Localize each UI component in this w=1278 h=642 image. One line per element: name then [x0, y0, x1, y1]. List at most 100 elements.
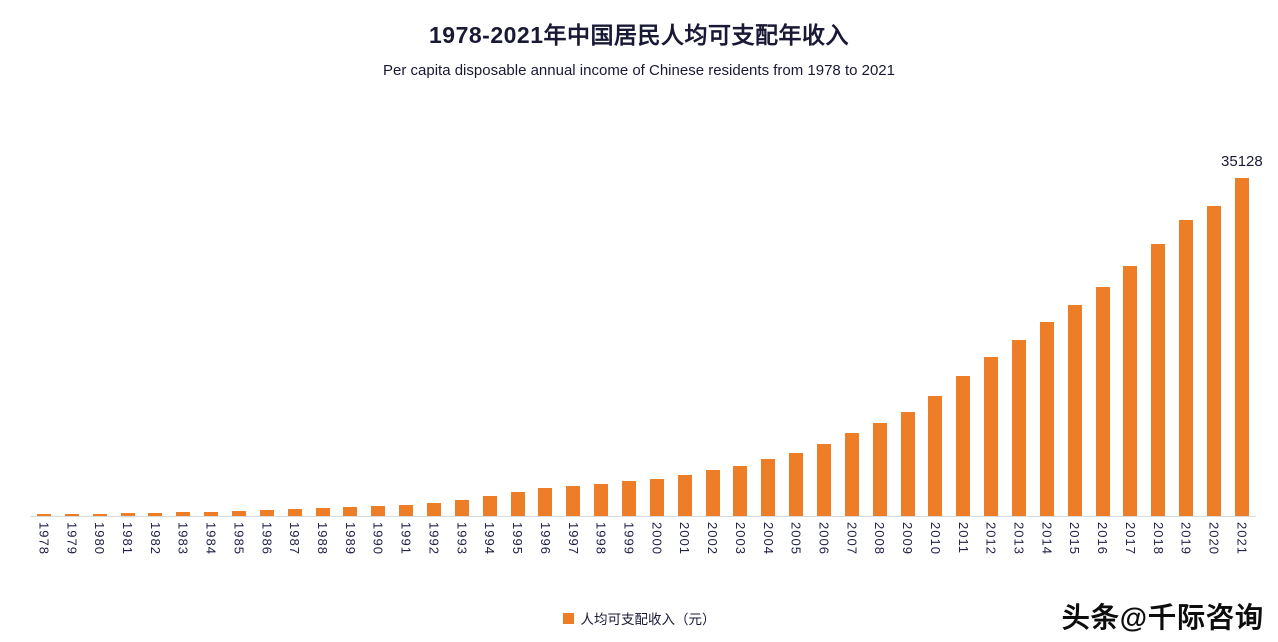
- bar-column: [754, 178, 782, 516]
- bar: [92, 513, 107, 516]
- legend: 人均可支配收入（元）: [0, 608, 1278, 628]
- x-tick-label: 2002: [705, 522, 721, 555]
- x-tick: 2021: [1228, 517, 1256, 555]
- x-tick-label: 2016: [1095, 522, 1111, 555]
- x-tick-label: 1986: [259, 522, 275, 555]
- bar-column: [866, 178, 894, 516]
- x-tick: 1985: [225, 517, 253, 555]
- x-tick: 2014: [1033, 517, 1061, 555]
- bar: [287, 509, 302, 516]
- x-tick-label: 1991: [398, 522, 414, 555]
- x-tick: 2012: [977, 517, 1005, 555]
- x-tick-label: 1981: [120, 522, 135, 555]
- x-tick: 2003: [726, 517, 754, 555]
- x-tick: 1992: [420, 517, 448, 555]
- bar-column: [364, 178, 392, 516]
- legend-swatch: [562, 612, 574, 624]
- x-tick-label: 2005: [788, 522, 804, 555]
- bar-column: [587, 178, 615, 516]
- x-tick: 1999: [615, 517, 643, 555]
- x-tick-label: 2009: [900, 522, 916, 555]
- x-tick-label: 1999: [621, 522, 637, 555]
- bars-row: 35128: [30, 153, 1263, 517]
- x-tick: 2013: [1005, 517, 1033, 555]
- bar: [64, 514, 79, 516]
- x-tick: 1978: [30, 517, 58, 555]
- x-tick-label: 1989: [342, 522, 358, 555]
- bar: [1012, 339, 1026, 516]
- x-tick-label: 1980: [92, 522, 108, 555]
- x-tick-label: 2000: [649, 522, 665, 555]
- bar: [956, 376, 971, 516]
- x-tick-label: 1990: [370, 522, 386, 555]
- x-tick: 1988: [309, 517, 337, 555]
- bar-column: [141, 178, 169, 516]
- bar-column: [671, 178, 699, 516]
- bar-column: [58, 178, 86, 516]
- bar: [1067, 304, 1082, 516]
- x-tick: 2002: [699, 517, 727, 555]
- x-tick-label: 2014: [1039, 522, 1055, 555]
- bar-column: [699, 178, 727, 516]
- x-tick: 2020: [1200, 517, 1228, 555]
- bar-value-label: 35128: [1221, 153, 1263, 170]
- x-tick: 2000: [643, 517, 671, 555]
- bar-column: [448, 178, 476, 516]
- bar: [120, 513, 135, 516]
- bar-column: [114, 178, 142, 516]
- chart-title: 1978-2021年中国居民人均可支配年收入: [429, 22, 849, 48]
- x-tick-label: 2003: [732, 522, 748, 555]
- bar: [176, 512, 191, 516]
- x-tick-label: 2010: [927, 522, 943, 555]
- x-tick-label: 1993: [454, 522, 470, 555]
- bar: [204, 511, 219, 516]
- bar-column: [476, 178, 504, 516]
- x-tick: 1979: [58, 517, 86, 555]
- bar-column: [726, 178, 754, 516]
- bar-column: [420, 178, 448, 516]
- bar: [984, 357, 999, 516]
- bar-column: [197, 178, 225, 516]
- x-tick: 2007: [838, 517, 866, 555]
- bar-column: [1144, 178, 1172, 516]
- x-tick-label: 2011: [955, 522, 971, 554]
- bar-column: [559, 178, 587, 516]
- bar: [844, 433, 859, 516]
- x-tick: 1991: [392, 517, 420, 555]
- bar: [454, 499, 469, 516]
- x-tick: 1996: [531, 517, 559, 555]
- bar: [649, 478, 664, 516]
- x-tick: 1981: [114, 517, 142, 555]
- x-tick: 1986: [253, 517, 281, 555]
- bar: [1039, 322, 1054, 516]
- x-tick-label: 1987: [287, 522, 303, 555]
- bar-column: [1033, 178, 1061, 516]
- bar-column: [977, 178, 1005, 516]
- x-tick-label: 1979: [64, 522, 80, 555]
- bar-column: [1061, 178, 1089, 516]
- x-tick: 2015: [1061, 517, 1089, 555]
- bar-column: [253, 178, 281, 516]
- x-tick: 1995: [504, 517, 532, 555]
- bar-column: [225, 178, 253, 516]
- bar: [315, 508, 330, 516]
- bar: [733, 465, 748, 516]
- x-tick: 2006: [810, 517, 838, 555]
- x-tick-label: 2015: [1067, 522, 1083, 555]
- bar-column: [169, 178, 197, 516]
- bar-column: [1117, 178, 1145, 516]
- brand-watermark: 头条@千际咨询: [1061, 602, 1264, 633]
- bar: [872, 422, 887, 516]
- x-tick-label: 1985: [231, 522, 247, 555]
- x-tick: 2008: [866, 517, 894, 555]
- bar-column: [643, 178, 671, 516]
- x-tick-label: 1994: [482, 522, 498, 555]
- x-tick-label: 2020: [1206, 522, 1222, 555]
- bar-column: [922, 178, 950, 516]
- bar: [594, 483, 609, 516]
- x-tick-label: 1984: [203, 522, 219, 555]
- bar: [761, 458, 776, 516]
- bar-column: [1005, 178, 1033, 516]
- bar-column: [30, 178, 58, 516]
